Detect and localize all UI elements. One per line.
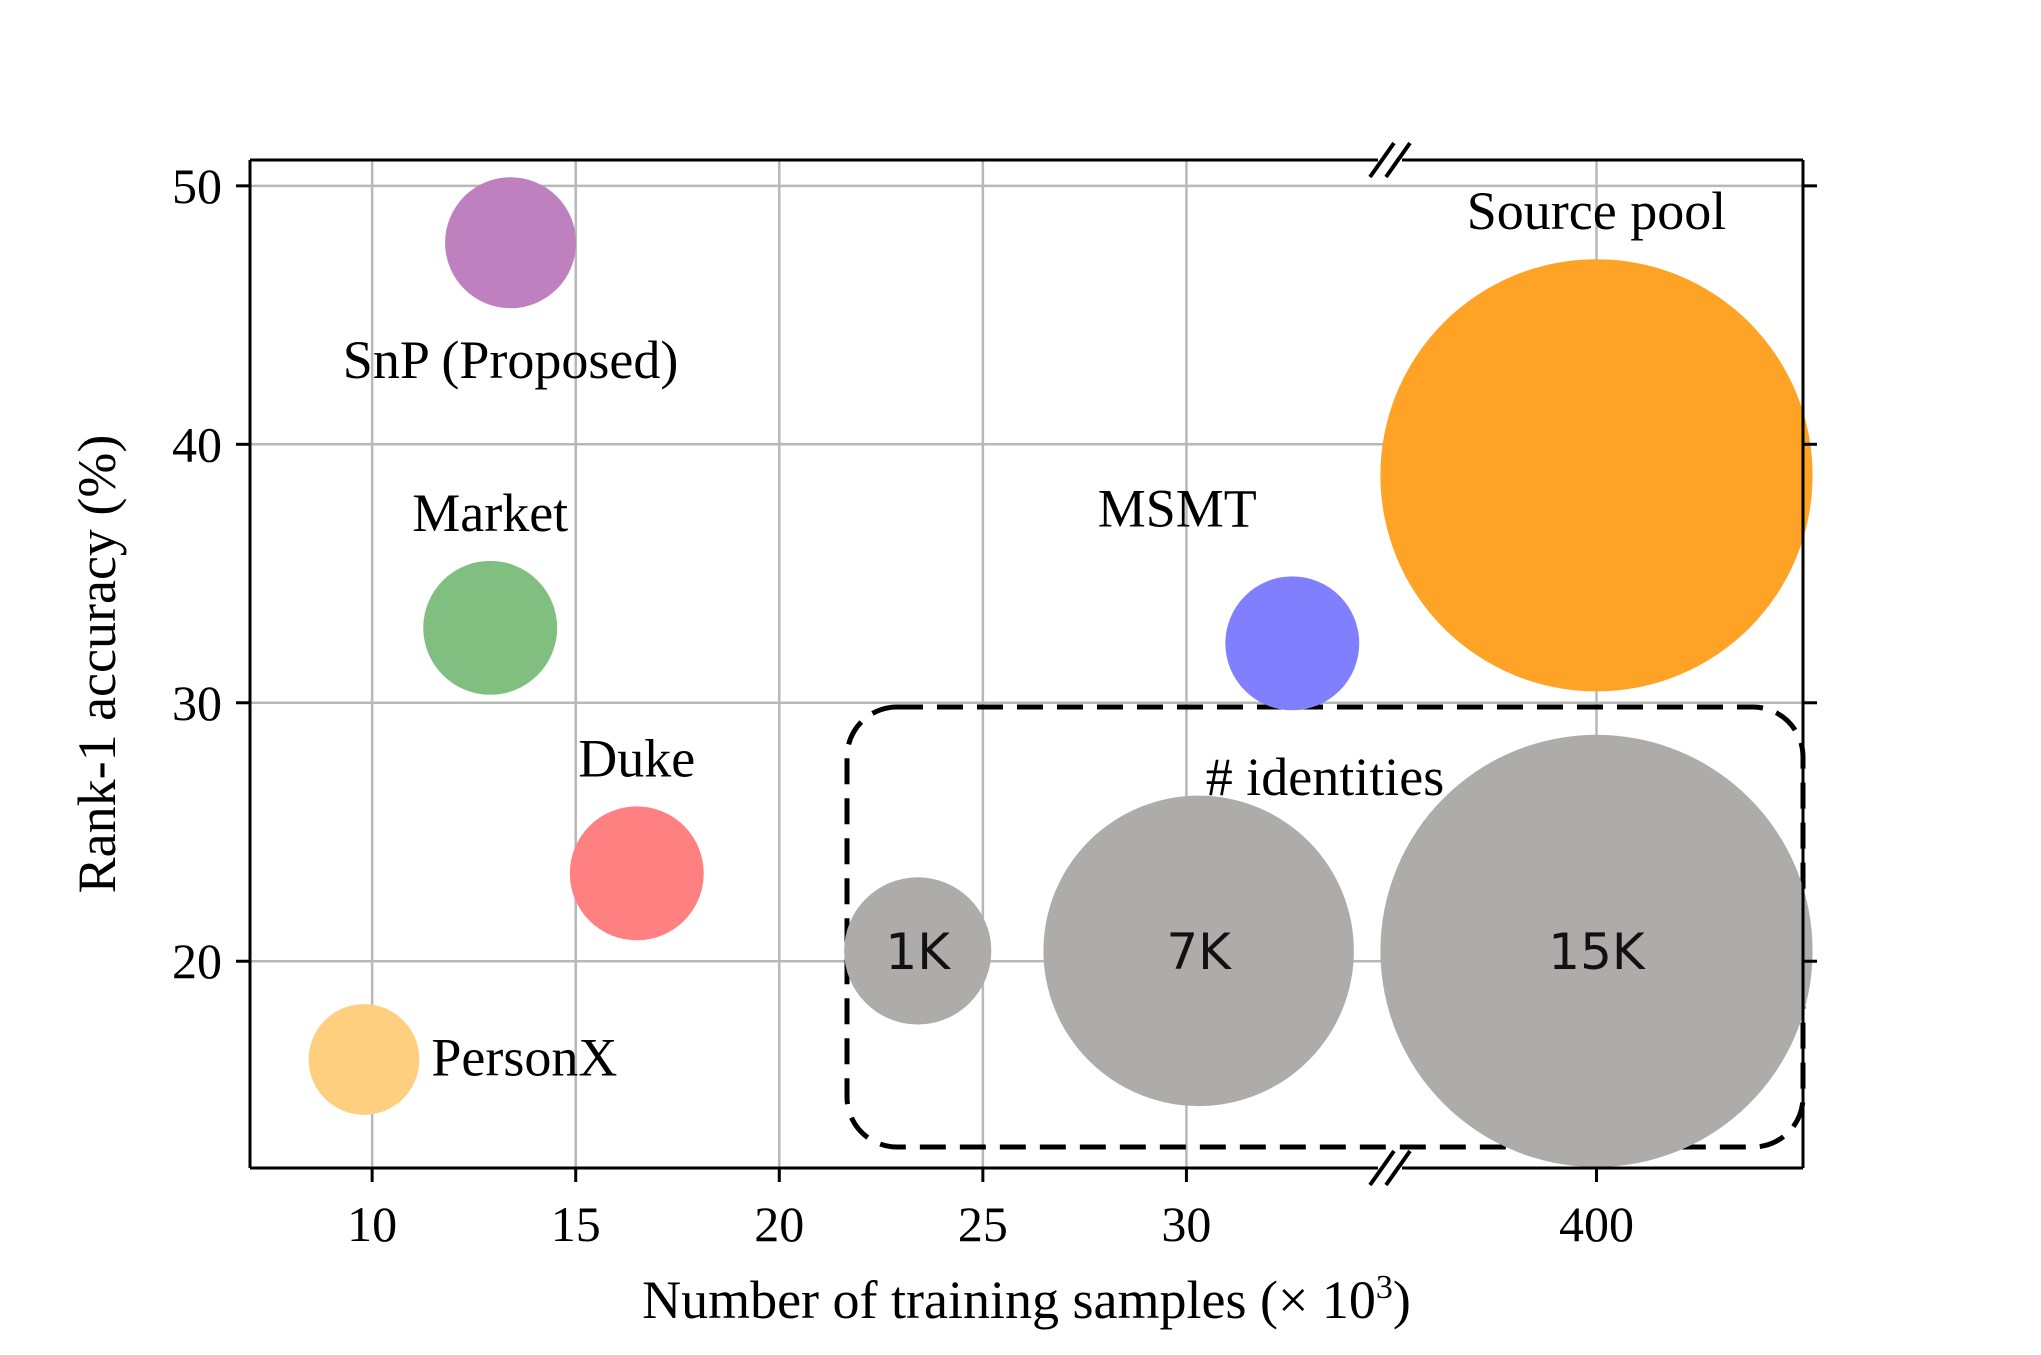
y-tick-label: 50 <box>172 158 222 214</box>
x-axis-label-main: Number of training samples (× 10 <box>642 1270 1376 1330</box>
x-tick-label: 30 <box>1161 1196 1211 1252</box>
y-tick-label: 40 <box>172 416 222 472</box>
y-tick-label: 30 <box>172 675 222 731</box>
axis-break-mark <box>1368 141 1396 179</box>
size-legend-bubble <box>1043 795 1354 1107</box>
axis-break-mark <box>1384 141 1412 179</box>
x-tick-label: 10 <box>347 1196 397 1252</box>
bubble-market <box>423 560 558 695</box>
x-axis-label: Number of training samples (× 103) <box>642 1269 1411 1330</box>
bubble-msmt <box>1225 576 1360 711</box>
x-tick-label: 15 <box>551 1196 601 1252</box>
y-tick-label: 20 <box>172 933 222 989</box>
size-legend-title: # identities <box>1206 747 1444 807</box>
point-label: Duke <box>578 728 695 788</box>
x-axis-label-superscript: 3 <box>1376 1269 1393 1306</box>
size-legend-bubble <box>844 877 992 1025</box>
point-label: MSMT <box>1098 478 1257 538</box>
x-tick-label: 25 <box>958 1196 1008 1252</box>
size-legend-label: 7K <box>1166 923 1232 981</box>
axis-ticks: 20 30 40 50 10 15 20 25 30 400 <box>172 158 1817 1252</box>
size-legend-bubble <box>1380 734 1813 1167</box>
bubble-personx <box>308 1004 420 1115</box>
x-axis-label-suffix: ) <box>1393 1270 1411 1330</box>
axes-frame <box>248 141 1805 1187</box>
axis-break-mark <box>1368 1149 1396 1187</box>
point-label: SnP (Proposed) <box>343 330 679 390</box>
size-legend-label: 15K <box>1548 923 1646 981</box>
point-label: PersonX <box>431 1027 617 1087</box>
point-label: Market <box>412 483 568 543</box>
x-tick-label: 20 <box>754 1196 804 1252</box>
bubble-source-pool <box>1380 259 1813 692</box>
size-legend-label: 1K <box>885 923 951 981</box>
point-label: Source pool <box>1467 181 1726 241</box>
x-tick-label: 400 <box>1559 1196 1634 1252</box>
bubble-duke <box>569 806 704 941</box>
labels: Rank-1 accuracy (%) Number of training s… <box>67 181 1726 1330</box>
axis-break-mark <box>1384 1149 1412 1187</box>
bubble-snp-proposed <box>445 177 577 309</box>
y-axis-label: Rank-1 accuracy (%) <box>67 435 127 894</box>
bubbles <box>308 177 1813 1167</box>
